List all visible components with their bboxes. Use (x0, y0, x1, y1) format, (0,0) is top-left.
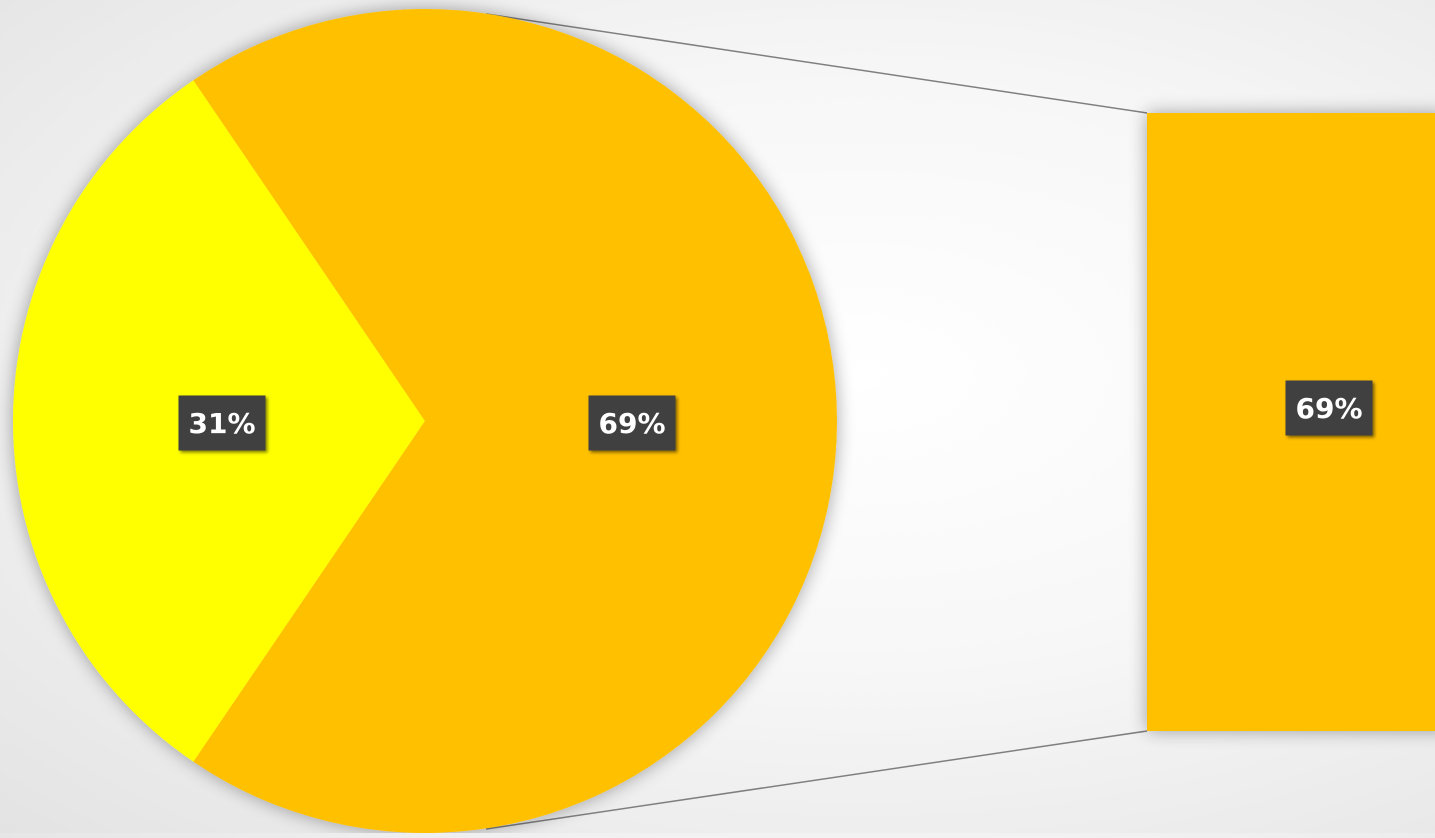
connector-line-top (485, 13, 1148, 114)
data-label-secondary-bar: 69% (1285, 380, 1373, 436)
connector-line-bottom (485, 730, 1148, 830)
data-label-slice-2-box (588, 395, 676, 451)
data-label-slice-2: 69% (588, 395, 676, 451)
pie-slice-2 (193, 8, 838, 834)
data-label-secondary-bar-box (1285, 380, 1373, 436)
data-label-secondary-bar-text: 69% (1295, 392, 1362, 425)
data-label-slice-1-text: 31% (188, 407, 255, 440)
data-label-slice-2-text: 69% (598, 407, 665, 440)
data-label-slice-1-box (178, 395, 266, 451)
data-label-slice-1: 31% (178, 395, 266, 451)
